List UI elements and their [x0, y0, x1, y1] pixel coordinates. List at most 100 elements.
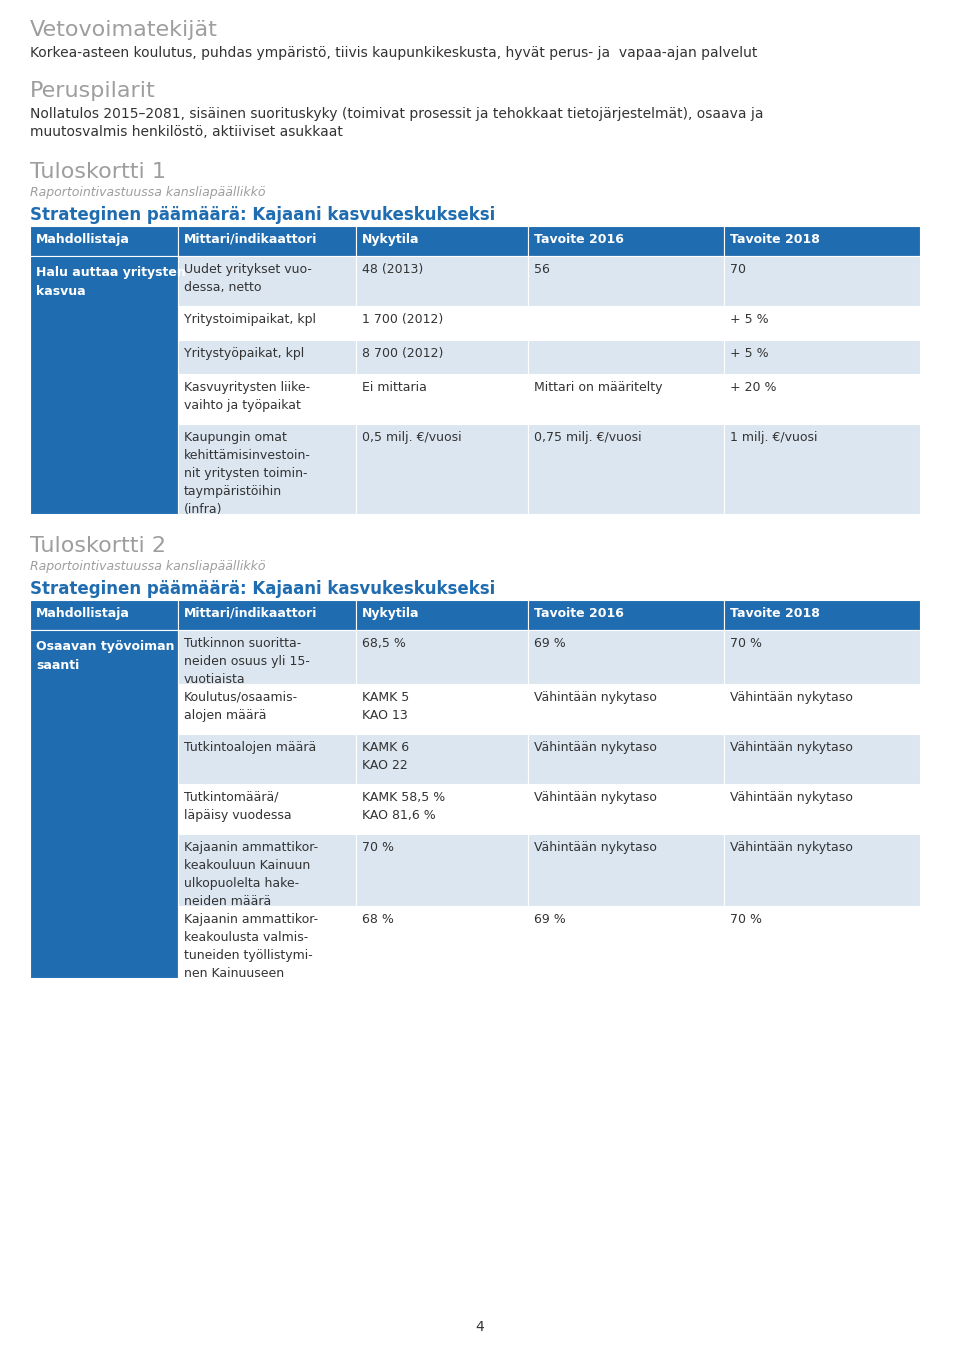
Text: 70 %: 70 %: [730, 637, 762, 650]
Bar: [356, 684, 528, 734]
Text: Tutkintoalojen määrä: Tutkintoalojen määrä: [184, 742, 316, 754]
Text: Tavoite 2016: Tavoite 2016: [534, 607, 624, 621]
Bar: [528, 374, 724, 424]
Bar: [528, 734, 724, 783]
Bar: [724, 256, 920, 306]
Text: Vähintään nykytaso: Vähintään nykytaso: [534, 742, 657, 754]
Text: 4: 4: [475, 1320, 485, 1334]
Bar: [30, 600, 178, 630]
Bar: [178, 256, 356, 306]
Text: Vähintään nykytaso: Vähintään nykytaso: [730, 791, 852, 804]
Text: 1 milj. €/vuosi: 1 milj. €/vuosi: [730, 431, 818, 444]
Text: 70 %: 70 %: [362, 841, 394, 853]
Bar: [356, 734, 528, 783]
Text: 8 700 (2012): 8 700 (2012): [362, 347, 444, 359]
Text: Yritystyöpaikat, kpl: Yritystyöpaikat, kpl: [184, 347, 304, 359]
Text: Mittari on määritelty: Mittari on määritelty: [534, 381, 662, 394]
Text: Tuloskortti 2: Tuloskortti 2: [30, 536, 166, 556]
Bar: [528, 600, 724, 630]
Text: 70 %: 70 %: [730, 913, 762, 926]
Bar: [528, 341, 724, 374]
Bar: [178, 783, 356, 835]
Text: Mahdollistaja: Mahdollistaja: [36, 607, 130, 621]
Bar: [178, 835, 356, 906]
Text: Uudet yritykset vuo-
dessa, netto: Uudet yritykset vuo- dessa, netto: [184, 262, 312, 293]
Bar: [528, 226, 724, 256]
Text: Raportointivastuussa kansliapäällikkö: Raportointivastuussa kansliapäällikkö: [30, 186, 266, 199]
Text: 56: 56: [534, 262, 550, 276]
Bar: [356, 256, 528, 306]
Bar: [178, 684, 356, 734]
Text: Vähintään nykytaso: Vähintään nykytaso: [534, 690, 657, 704]
Text: Strateginen päämäärä: Kajaani kasvukeskukseksi: Strateginen päämäärä: Kajaani kasvukesku…: [30, 206, 495, 223]
Bar: [30, 630, 178, 979]
Text: 1 700 (2012): 1 700 (2012): [362, 314, 444, 326]
Bar: [356, 630, 528, 684]
Bar: [356, 906, 528, 979]
Bar: [178, 600, 356, 630]
Text: 0,75 milj. €/vuosi: 0,75 milj. €/vuosi: [534, 431, 641, 444]
Text: KAMK 6
KAO 22: KAMK 6 KAO 22: [362, 742, 409, 773]
Text: Nollatulos 2015–2081, sisäinen suorituskyky (toimivat prosessit ja tehokkaat tie: Nollatulos 2015–2081, sisäinen suoritusk…: [30, 106, 763, 140]
Bar: [528, 684, 724, 734]
Bar: [178, 374, 356, 424]
Bar: [178, 341, 356, 374]
Bar: [30, 256, 178, 514]
Bar: [178, 906, 356, 979]
Bar: [724, 600, 920, 630]
Text: + 20 %: + 20 %: [730, 381, 777, 394]
Bar: [724, 374, 920, 424]
Text: Halu auttaa yritysten
kasvua: Halu auttaa yritysten kasvua: [36, 267, 185, 297]
Text: Kajaanin ammattikor-
keakouluun Kainuun
ulkopuolelta hake-
neiden määrä: Kajaanin ammattikor- keakouluun Kainuun …: [184, 841, 318, 909]
Bar: [528, 306, 724, 341]
Bar: [724, 630, 920, 684]
Text: Vähintään nykytaso: Vähintään nykytaso: [730, 690, 852, 704]
Bar: [528, 783, 724, 835]
Bar: [528, 256, 724, 306]
Text: Tavoite 2018: Tavoite 2018: [730, 607, 820, 621]
Text: Kasvuyritysten liike-
vaihto ja työpaikat: Kasvuyritysten liike- vaihto ja työpaika…: [184, 381, 310, 412]
Text: Tutkinnon suoritta-
neiden osuus yli 15-
vuotiaista: Tutkinnon suoritta- neiden osuus yli 15-…: [184, 637, 310, 686]
Text: 68 %: 68 %: [362, 913, 394, 926]
Text: Korkea-asteen koulutus, puhdas ympäristö, tiivis kaupunkikeskusta, hyvät perus- : Korkea-asteen koulutus, puhdas ympäristö…: [30, 46, 757, 61]
Text: + 5 %: + 5 %: [730, 347, 769, 359]
Text: Vähintään nykytaso: Vähintään nykytaso: [534, 791, 657, 804]
Bar: [178, 226, 356, 256]
Text: Mittari/indikaattori: Mittari/indikaattori: [184, 607, 318, 621]
Bar: [724, 734, 920, 783]
Text: Nykytila: Nykytila: [362, 607, 420, 621]
Text: Mahdollistaja: Mahdollistaja: [36, 233, 130, 246]
Text: Nykytila: Nykytila: [362, 233, 420, 246]
Bar: [528, 630, 724, 684]
Bar: [724, 226, 920, 256]
Bar: [178, 630, 356, 684]
Bar: [724, 341, 920, 374]
Text: Raportointivastuussa kansliapäällikkö: Raportointivastuussa kansliapäällikkö: [30, 560, 266, 573]
Bar: [178, 306, 356, 341]
Bar: [356, 835, 528, 906]
Text: Koulutus/osaamis-
alojen määrä: Koulutus/osaamis- alojen määrä: [184, 690, 299, 721]
Text: Kajaanin ammattikor-
keakoulusta valmis-
tuneiden työllistymi-
nen Kainuuseen: Kajaanin ammattikor- keakoulusta valmis-…: [184, 913, 318, 980]
Text: Peruspilarit: Peruspilarit: [30, 81, 156, 101]
Text: + 5 %: + 5 %: [730, 314, 769, 326]
Text: Tavoite 2016: Tavoite 2016: [534, 233, 624, 246]
Text: Kaupungin omat
kehittämisinvestoin-
nit yritysten toimin-
taympäristöihin
(infra: Kaupungin omat kehittämisinvestoin- nit …: [184, 431, 311, 516]
Text: 0,5 milj. €/vuosi: 0,5 milj. €/vuosi: [362, 431, 462, 444]
Text: Vähintään nykytaso: Vähintään nykytaso: [534, 841, 657, 853]
Text: Vähintään nykytaso: Vähintään nykytaso: [730, 841, 852, 853]
Bar: [356, 424, 528, 514]
Text: KAMK 5
KAO 13: KAMK 5 KAO 13: [362, 690, 409, 721]
Bar: [178, 734, 356, 783]
Text: 68,5 %: 68,5 %: [362, 637, 406, 650]
Text: 70: 70: [730, 262, 746, 276]
Bar: [528, 835, 724, 906]
Bar: [528, 424, 724, 514]
Bar: [30, 226, 178, 256]
Text: Strateginen päämäärä: Kajaani kasvukeskukseksi: Strateginen päämäärä: Kajaani kasvukesku…: [30, 580, 495, 598]
Bar: [178, 424, 356, 514]
Bar: [724, 906, 920, 979]
Text: Yritystoimipaikat, kpl: Yritystoimipaikat, kpl: [184, 314, 316, 326]
Text: 69 %: 69 %: [534, 913, 565, 926]
Bar: [724, 835, 920, 906]
Bar: [356, 600, 528, 630]
